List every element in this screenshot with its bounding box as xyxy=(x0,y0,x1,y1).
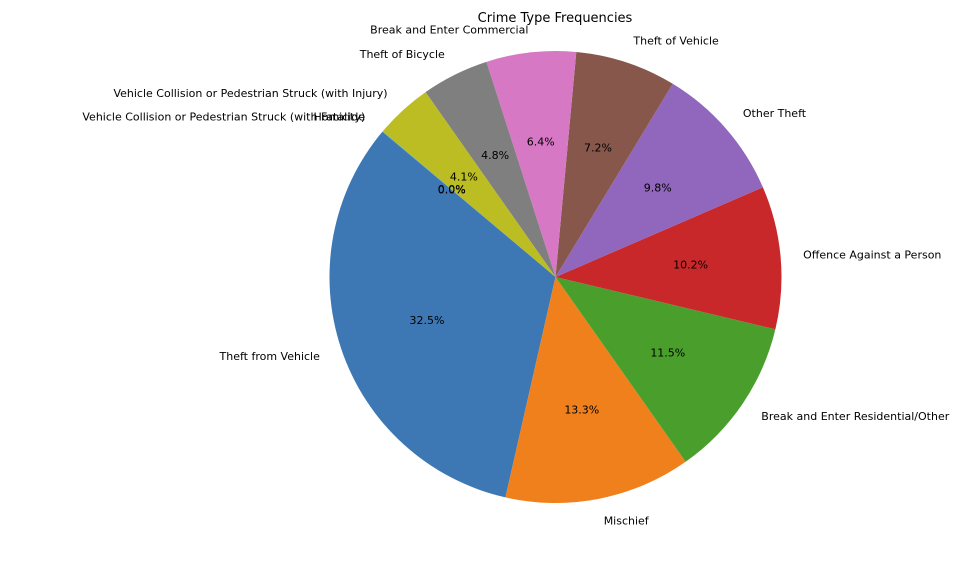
pie-slice-homicide xyxy=(382,131,556,277)
slice-label-vehicle-collision-or-pedestrian-struck-with-injury: Vehicle Collision or Pedestrian Struck (… xyxy=(113,87,387,100)
slice-label-theft-from-vehicle: Theft from Vehicle xyxy=(219,350,321,363)
slice-label-theft-of-bicycle: Theft of Bicycle xyxy=(359,48,445,61)
pie-slice-other-theft xyxy=(555,83,763,277)
pie-slice-break-and-enter-residential-other xyxy=(555,277,776,462)
slice-percent-vehicle-collision-or-pedestrian-struck-with-fatality: 0.0% xyxy=(438,183,466,196)
slice-percent-break-and-enter-residential-other: 11.5% xyxy=(650,347,685,360)
pie-slice-break-and-enter-commercial xyxy=(486,51,577,277)
slice-label-theft-of-vehicle: Theft of Vehicle xyxy=(632,34,719,47)
pie-slice-theft-from-vehicle xyxy=(329,131,556,498)
slice-label-vehicle-collision-or-pedestrian-struck-with-fatality: Vehicle Collision or Pedestrian Struck (… xyxy=(82,111,365,124)
slice-percent-break-and-enter-commercial: 6.4% xyxy=(527,136,555,149)
pie-slice-vehicle-collision-or-pedestrian-struck-with-fatality xyxy=(382,131,556,277)
slice-labels: Theft from Vehicle Mischief Break and Ente… xyxy=(82,23,949,527)
pie-slice-offence-against-a-person xyxy=(555,187,782,330)
slice-label-break-and-enter-commercial: Break and Enter Commercial xyxy=(370,23,528,36)
slice-percent-offence-against-a-person: 10.2% xyxy=(673,259,708,272)
slice-percent-theft-of-vehicle: 7.2% xyxy=(584,142,612,155)
pie-slice-mischief xyxy=(505,277,686,503)
slice-percent-theft-from-vehicle: 32.5% xyxy=(410,314,445,327)
slice-label-mischief: Mischief xyxy=(604,514,650,527)
slice-label-break-and-enter-residential-other: Break and Enter Residential/Other xyxy=(761,410,949,423)
pie-slice-vehicle-collision-or-pedestrian-struck-with-injury xyxy=(382,92,556,277)
slice-percent-mischief: 13.3% xyxy=(564,404,599,417)
slice-percent-theft-of-bicycle: 4.8% xyxy=(481,149,509,162)
slice-label-other-theft: Other Theft xyxy=(743,107,807,120)
pie-slice-theft-of-vehicle xyxy=(555,51,673,278)
pie-slice-theft-of-bicycle xyxy=(425,61,556,277)
slice-label-homicide: Homicide xyxy=(313,111,365,124)
pie-slices xyxy=(329,51,782,503)
slice-percent-homicide: 0.0% xyxy=(438,183,466,196)
chart-title: Crime Type Frequencies xyxy=(478,11,633,26)
slice-percent-labels: 32.5% 13.3% 11.5% 10.2% 9.8% 7.2% 6.4% 4.8%4.1%… xyxy=(410,136,709,417)
slice-percent-other-theft: 9.8% xyxy=(644,181,672,194)
slice-percent-vehicle-collision-or-pedestrian-struck-with-injury: 4.1% xyxy=(450,171,478,184)
slice-label-offence-against-a-person: Offence Against a Person xyxy=(803,249,941,262)
